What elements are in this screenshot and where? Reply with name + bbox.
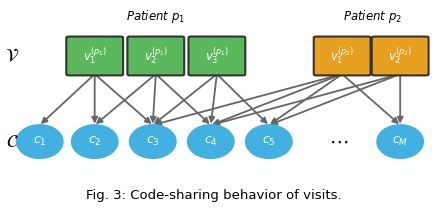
Ellipse shape bbox=[72, 125, 118, 158]
Text: $c_4$: $c_4$ bbox=[204, 135, 218, 148]
Text: Patient $p_1$: Patient $p_1$ bbox=[126, 8, 186, 25]
Text: $c_M$: $c_M$ bbox=[392, 135, 408, 148]
Ellipse shape bbox=[246, 125, 292, 158]
FancyBboxPatch shape bbox=[128, 37, 184, 75]
FancyBboxPatch shape bbox=[372, 37, 429, 75]
Text: $v_1^{(p_1)}$: $v_1^{(p_1)}$ bbox=[83, 46, 107, 66]
Text: $c_2$: $c_2$ bbox=[88, 135, 101, 148]
Text: $c_5$: $c_5$ bbox=[262, 135, 276, 148]
Ellipse shape bbox=[130, 125, 176, 158]
Ellipse shape bbox=[17, 125, 62, 158]
Text: $v_2^{(p_1)}$: $v_2^{(p_1)}$ bbox=[144, 46, 168, 66]
Text: Patient $p_2$: Patient $p_2$ bbox=[343, 8, 402, 25]
FancyBboxPatch shape bbox=[189, 37, 245, 75]
Text: $v_2^{(p_2)}$: $v_2^{(p_2)}$ bbox=[388, 46, 413, 66]
Text: $\mathcal{V}$: $\mathcal{V}$ bbox=[5, 47, 19, 65]
Text: $\mathcal{C}$: $\mathcal{C}$ bbox=[6, 132, 18, 151]
FancyBboxPatch shape bbox=[66, 37, 123, 75]
Ellipse shape bbox=[188, 125, 234, 158]
Text: $c_1$: $c_1$ bbox=[33, 135, 46, 148]
FancyBboxPatch shape bbox=[314, 37, 371, 75]
Text: $v_1^{(p_2)}$: $v_1^{(p_2)}$ bbox=[330, 46, 354, 66]
Text: $\cdots$: $\cdots$ bbox=[330, 132, 349, 151]
Text: Fig. 3: Code-sharing behavior of visits.: Fig. 3: Code-sharing behavior of visits. bbox=[86, 189, 342, 202]
Text: $c_3$: $c_3$ bbox=[146, 135, 160, 148]
Ellipse shape bbox=[377, 125, 423, 158]
Text: $v_3^{(p_1)}$: $v_3^{(p_1)}$ bbox=[205, 46, 229, 66]
